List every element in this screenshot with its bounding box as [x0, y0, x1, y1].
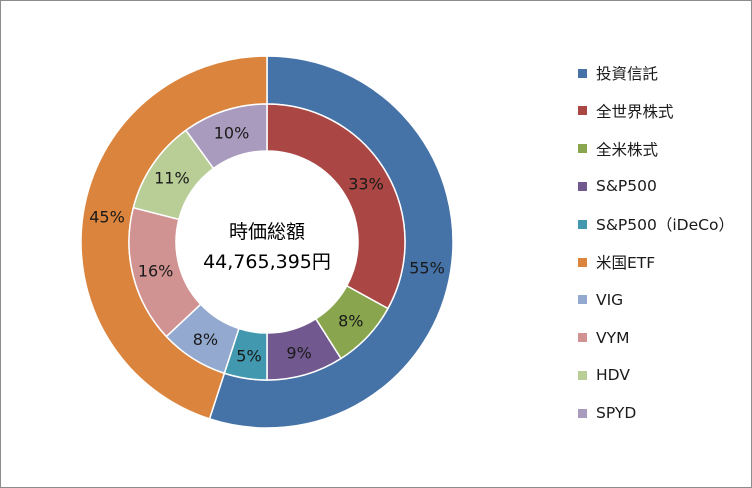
legend-label: 全世界株式 — [596, 102, 674, 121]
legend-swatch — [578, 370, 587, 380]
legend-label: 投資信託 — [596, 65, 659, 83]
legend-label: VYM — [596, 328, 630, 347]
legend-swatch — [578, 106, 587, 116]
legend-label: 全米株式 — [596, 140, 659, 159]
legend-swatch — [578, 257, 587, 267]
legend-swatch — [578, 219, 587, 229]
legend-swatch — [578, 144, 587, 154]
legend-item-spyd: SPYD — [578, 399, 636, 427]
legend-label: 米国ETF — [596, 254, 656, 272]
outer-slice-label-投資信託: 55% — [409, 258, 445, 277]
inner-slice-label-全世界株式: 33% — [348, 175, 384, 194]
legend-item-s-and-p500: S&P500 — [578, 172, 657, 200]
center-total-value: 44,765,395円 — [203, 251, 331, 273]
legend-swatch — [578, 181, 587, 191]
legend-label: S&P500（iDeCo） — [596, 216, 734, 235]
inner-ring — [128, 103, 406, 381]
legend-item-vym: VYM — [578, 324, 629, 352]
legend-item-全米株式: 全米株式 — [578, 135, 658, 163]
center-title: 時価総額 — [229, 221, 305, 243]
inner-slice-label-s-and-p500-ideco: 5% — [236, 347, 261, 366]
legend-label: HDV — [596, 366, 630, 385]
legend-item-hdv: HDV — [578, 361, 630, 389]
legend-swatch — [578, 333, 587, 343]
legend-swatch — [578, 408, 587, 418]
legend-item-投資信託: 投資信託 — [578, 59, 658, 87]
inner-slice-label-spyd: 10% — [214, 124, 250, 143]
legend-label: VIG — [596, 290, 624, 309]
inner-slice-label-全米株式: 8% — [338, 312, 363, 331]
inner-slice-label-s-and-p500: 9% — [286, 343, 311, 362]
outer-slice-label-米国etf: 45% — [89, 208, 125, 227]
inner-slice-label-hdv: 11% — [154, 168, 190, 187]
inner-slice-label-vym: 16% — [138, 262, 174, 281]
legend-item-vig: VIG — [578, 286, 623, 314]
legend-item-全世界株式: 全世界株式 — [578, 97, 674, 125]
inner-slice-spyd — [184, 103, 268, 170]
legend-swatch — [578, 68, 587, 78]
inner-slice-label-vig: 8% — [193, 330, 218, 349]
slice-labels: 55% 45% 33% 8% 9% 5% 8% 16% 11% 10% — [89, 124, 445, 366]
inner-slice-全世界株式 — [266, 103, 406, 310]
legend-swatch — [578, 295, 587, 305]
legend-item-米国etf: 米国ETF — [578, 248, 655, 276]
legend-item-s-and-p500-ideco: S&P500（iDeCo） — [578, 210, 734, 238]
legend-label: SPYD — [596, 404, 637, 423]
legend-label: S&P500 — [596, 177, 657, 196]
